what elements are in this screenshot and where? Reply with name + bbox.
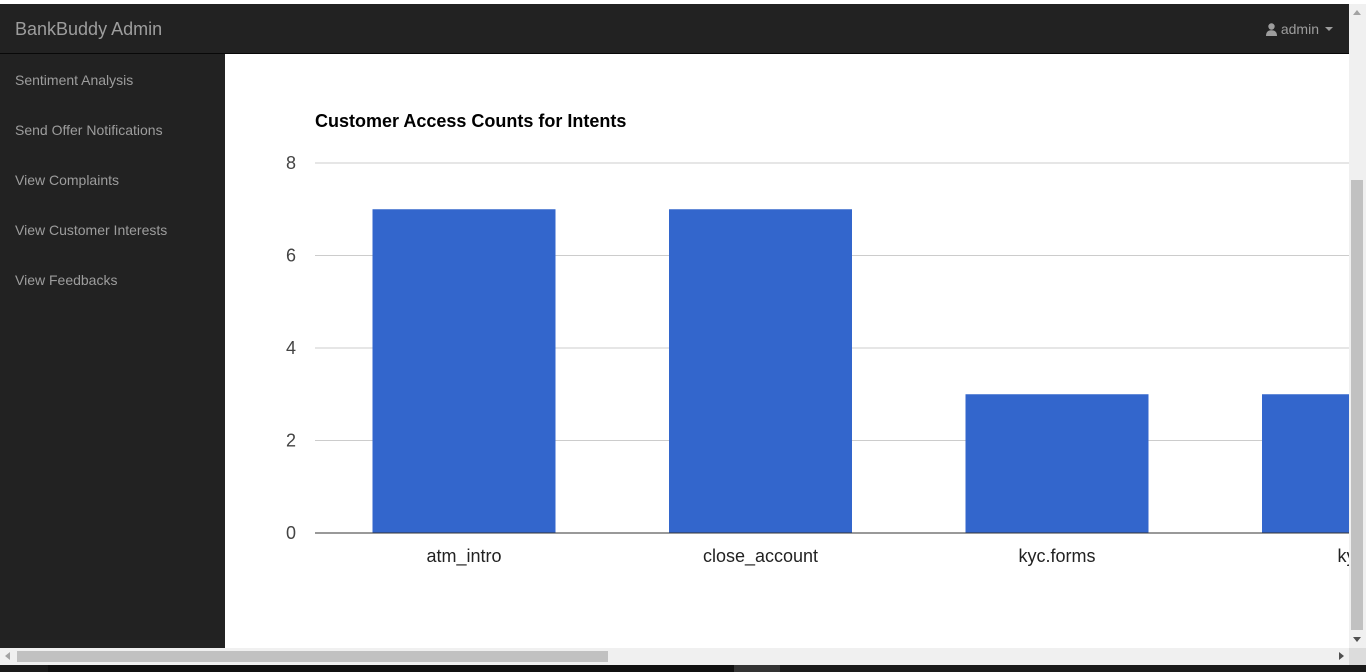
scrollbar-corner (1349, 648, 1366, 665)
sidebar: Sentiment Analysis Send Offer Notificati… (0, 54, 225, 648)
sidebar-item-send-offer-notifications[interactable]: Send Offer Notifications (15, 122, 163, 138)
vertical-scroll-thumb[interactable] (1351, 180, 1363, 630)
scroll-up-icon[interactable] (1353, 10, 1361, 15)
sidebar-item-view-complaints[interactable]: View Complaints (15, 172, 120, 188)
x-tick-label: kyc.forms (1018, 546, 1095, 566)
x-tick-label: close_account (703, 546, 818, 567)
user-icon (1265, 22, 1277, 36)
horizontal-scroll-thumb[interactable] (17, 651, 608, 662)
sidebar-menu: Sentiment Analysis Send Offer Notificati… (0, 54, 225, 304)
main-content: Customer Access Counts for Intents 0 2 4 6 8… (225, 55, 1349, 648)
user-name-label: admin (1280, 21, 1319, 37)
sidebar-item-view-customer-interests[interactable]: View Customer Interests (15, 222, 168, 238)
y-tick-label: 6 (286, 246, 296, 266)
bar-chart: 0 2 4 6 8 atm_intro close_account kyc.forms kyc. (286, 153, 1349, 567)
bar (965, 394, 1149, 533)
horizontal-scrollbar[interactable] (0, 648, 1349, 665)
bar (1262, 394, 1349, 533)
sidebar-item-view-feedbacks[interactable]: View Feedbacks (15, 272, 118, 288)
top-navbar: BankBuddy Admin admin (0, 4, 1349, 54)
user-dropdown[interactable]: admin (1265, 20, 1333, 38)
y-tick-label: 2 (286, 431, 296, 451)
scroll-left-icon[interactable] (5, 652, 10, 660)
scroll-right-icon[interactable] (1339, 652, 1344, 660)
caret-down-icon (1325, 27, 1333, 31)
y-tick-label: 0 (286, 523, 296, 543)
brand-link[interactable]: BankBuddy Admin (15, 19, 163, 39)
sidebar-item-sentiment-analysis[interactable]: Sentiment Analysis (15, 72, 134, 88)
window-top-edge (0, 0, 1366, 4)
y-tick-label: 4 (286, 338, 296, 358)
y-tick-label: 8 (286, 153, 296, 173)
taskbar-segment (734, 665, 780, 672)
chart-title: Customer Access Counts for Intents (315, 111, 627, 131)
x-tick-label: atm_intro (426, 546, 501, 567)
taskbar-segment (48, 665, 734, 672)
bar (669, 209, 852, 533)
scroll-down-icon[interactable] (1353, 637, 1361, 642)
vertical-scrollbar[interactable] (1349, 4, 1366, 648)
bar (372, 209, 556, 533)
taskbar-edge (0, 665, 1366, 672)
x-tick-label: kyc. (1337, 546, 1349, 566)
